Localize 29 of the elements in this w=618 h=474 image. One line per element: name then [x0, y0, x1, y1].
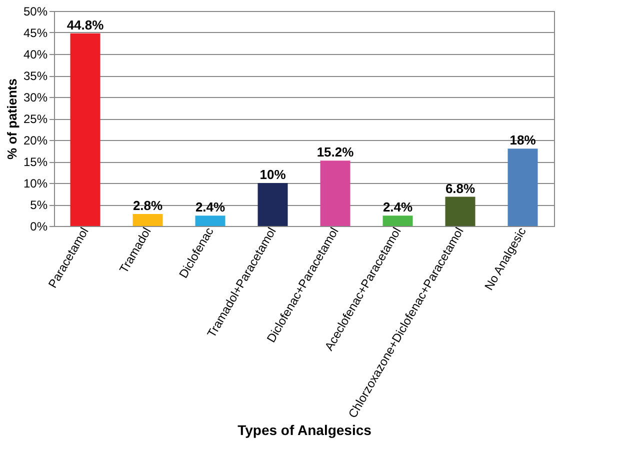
bar	[70, 33, 100, 226]
y-tick-label: 45%	[23, 26, 48, 40]
y-tick-label: 10%	[23, 176, 48, 190]
data-label: 2.4%	[382, 200, 413, 215]
y-axis-title: % of patients	[4, 78, 20, 160]
x-axis-title: Types of Analgesics	[238, 422, 372, 438]
data-label: 15.2%	[316, 144, 354, 160]
data-label: 6.8%	[445, 180, 476, 196]
bar	[195, 216, 226, 226]
y-tick-label: 30%	[23, 90, 48, 104]
y-tick-label: 40%	[23, 48, 48, 62]
bar	[258, 183, 288, 226]
y-tick-label: 25%	[23, 112, 48, 126]
data-label: 18%	[510, 132, 536, 148]
bar	[320, 160, 350, 226]
data-label: 44.8%	[66, 17, 104, 32]
data-label: 2.8%	[132, 198, 163, 213]
y-tick-label: 5%	[30, 198, 48, 212]
y-tick-label: 15%	[23, 155, 48, 169]
y-tick-label: 35%	[23, 69, 48, 83]
bar	[508, 148, 538, 226]
bar	[132, 214, 163, 226]
data-label: 2.4%	[195, 200, 226, 215]
data-label: 10%	[260, 167, 286, 182]
y-tick-label: 50%	[23, 4, 48, 18]
bar	[445, 196, 476, 226]
bar	[382, 216, 413, 226]
y-tick-label: 0%	[30, 220, 48, 234]
y-tick-label: 20%	[23, 134, 48, 148]
